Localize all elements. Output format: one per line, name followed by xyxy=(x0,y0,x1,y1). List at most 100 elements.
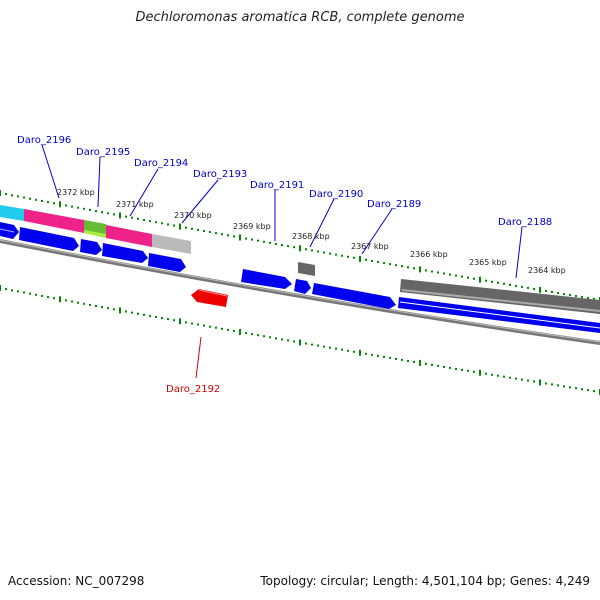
tick-mark xyxy=(305,248,307,251)
tick-mark xyxy=(269,241,271,244)
tick-mark xyxy=(287,339,289,342)
gene-label-daro-2193[interactable]: Daro_2193 xyxy=(193,169,247,180)
tick-mark xyxy=(137,312,139,315)
tick-mark xyxy=(65,204,67,207)
tick-mark xyxy=(407,359,409,362)
tick-mark xyxy=(65,299,67,302)
tick-mark xyxy=(83,302,85,305)
tick-mark xyxy=(227,328,229,331)
tick-mark xyxy=(149,314,151,317)
gene-label-daro-2195[interactable]: Daro_2195 xyxy=(76,147,130,158)
tick-mark xyxy=(245,332,247,335)
gene-arrow[interactable] xyxy=(80,239,102,255)
tick-mark xyxy=(329,252,331,255)
kbp-label-group: 2372 kbp 2371 kbp 2370 kbp 2369 kbp 2368… xyxy=(57,188,566,275)
tick-mark xyxy=(455,274,457,277)
tick-mark xyxy=(233,329,235,332)
feature-block-darkgray-small[interactable] xyxy=(298,262,315,276)
tick-mark xyxy=(593,390,595,393)
tick-mark xyxy=(479,369,481,376)
tick-mark xyxy=(461,275,463,278)
feature-block-magenta-1[interactable] xyxy=(24,209,84,233)
tick-mark xyxy=(497,374,499,377)
gene-label-daro-2190[interactable]: Daro_2190 xyxy=(309,189,363,200)
tick-mark xyxy=(107,212,109,215)
tick-mark xyxy=(359,349,361,356)
tick-mark xyxy=(395,357,397,360)
tick-mark xyxy=(23,291,25,294)
tick-mark xyxy=(389,356,391,359)
tick-mark xyxy=(437,271,439,274)
tick-mark xyxy=(311,343,313,346)
tick-mark xyxy=(257,239,259,242)
tick-mark xyxy=(317,250,319,253)
tick-mark xyxy=(335,253,337,256)
tick-mark xyxy=(125,310,127,313)
gene-arrow[interactable] xyxy=(241,269,292,289)
tick-mark xyxy=(569,386,571,389)
tick-mark xyxy=(407,266,409,269)
tick-mark xyxy=(545,382,547,385)
tick-mark xyxy=(533,287,535,290)
tick-mark xyxy=(455,367,457,370)
tick-mark xyxy=(503,282,505,285)
kbp-label: 2366 kbp xyxy=(410,250,448,259)
reverse-genes xyxy=(191,289,228,307)
tick-mark xyxy=(239,329,241,335)
tick-mark xyxy=(281,244,283,246)
gene-arrow[interactable] xyxy=(19,227,79,251)
tick-mark xyxy=(389,263,391,266)
tick-mark xyxy=(371,260,373,262)
gene-label-daro-2192[interactable]: Daro_2192 xyxy=(166,384,220,395)
tick-mark xyxy=(467,276,469,279)
gene-label-daro-2196[interactable]: Daro_2196 xyxy=(17,135,71,146)
tick-mark xyxy=(155,316,157,318)
tick-mark xyxy=(101,211,103,214)
tick-mark xyxy=(431,363,433,366)
tick-mark xyxy=(47,201,49,204)
tick-mark xyxy=(245,237,247,240)
tick-mark xyxy=(191,322,193,325)
tick-mark xyxy=(395,264,397,267)
tick-mark xyxy=(209,231,211,233)
tick-mark xyxy=(323,251,325,254)
tick-mark xyxy=(287,245,289,248)
tick-mark xyxy=(275,337,277,340)
tick-mark xyxy=(11,289,13,292)
tick-mark xyxy=(383,262,385,265)
tick-mark xyxy=(251,333,253,336)
tick-mark xyxy=(293,246,295,249)
tick-mark xyxy=(461,368,463,371)
tick-mark xyxy=(293,340,295,343)
tick-mark xyxy=(299,339,301,346)
tick-mark xyxy=(119,307,121,314)
tick-mark xyxy=(359,255,361,262)
gene-label-daro-2194[interactable]: Daro_2194 xyxy=(134,158,188,169)
gene-arrow[interactable] xyxy=(0,222,19,239)
tick-mark xyxy=(173,224,175,227)
tick-mark xyxy=(53,202,55,205)
gene-arrow-reverse[interactable] xyxy=(191,289,228,307)
tick-mark xyxy=(557,292,559,294)
gene-arrow[interactable] xyxy=(294,279,311,294)
gene-arrow[interactable] xyxy=(148,253,186,272)
tick-mark xyxy=(467,369,469,372)
gray-features xyxy=(298,262,600,314)
gene-arrow[interactable] xyxy=(102,243,148,263)
feature-block-magenta-2[interactable] xyxy=(106,225,152,247)
gene-label-daro-2188[interactable]: Daro_2188 xyxy=(498,217,552,228)
accession-text: Accession: NC_007298 xyxy=(8,574,145,588)
tick-mark xyxy=(413,360,415,363)
feature-block-gray[interactable] xyxy=(152,234,191,254)
tick-mark xyxy=(377,354,379,357)
feature-block-cyan[interactable] xyxy=(0,205,24,221)
gene-label-daro-2189[interactable]: Daro_2189 xyxy=(367,199,421,210)
kbp-label: 2369 kbp xyxy=(233,222,271,231)
tick-mark xyxy=(533,380,535,383)
tick-mark xyxy=(449,366,451,369)
gene-arrow[interactable] xyxy=(312,283,396,309)
gene-label-daro-2191[interactable]: Daro_2191 xyxy=(250,180,304,191)
kbp-label: 2364 kbp xyxy=(528,266,566,275)
tick-mark xyxy=(161,222,163,225)
